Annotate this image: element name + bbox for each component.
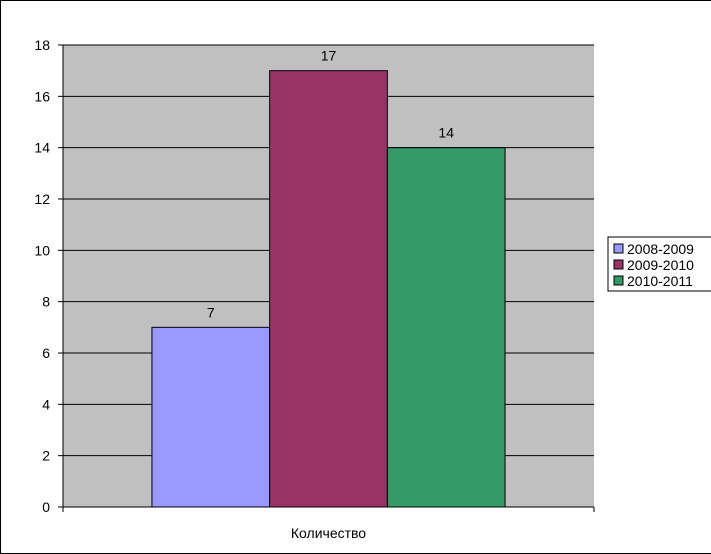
legend-label: 2008-2009 (627, 241, 694, 257)
legend-label: 2010-2011 (627, 273, 693, 289)
y-tick-label: 18 (34, 37, 50, 53)
y-tick-label: 8 (42, 294, 50, 310)
legend-swatch (613, 259, 624, 270)
y-tick-label: 2 (42, 448, 50, 464)
category-label: Количество (291, 525, 366, 541)
y-tick-label: 4 (42, 396, 50, 412)
legend-box (607, 236, 711, 292)
data-label: 17 (321, 48, 337, 64)
y-tick-label: 16 (34, 88, 50, 104)
legend-swatch (613, 243, 624, 254)
legend-label: 2009-2010 (627, 257, 694, 273)
bar-2010-2011 (386, 147, 506, 508)
y-tick-label: 10 (34, 242, 50, 258)
data-label: 14 (438, 125, 454, 141)
y-tick-label: 0 (42, 499, 50, 515)
bar-2009-2010 (269, 70, 388, 508)
y-tick-label: 6 (42, 345, 50, 361)
legend-swatch (613, 275, 624, 286)
y-tick-label: 14 (34, 140, 50, 156)
bar-2008-2009 (151, 326, 271, 508)
y-tick-label: 12 (34, 191, 50, 207)
data-label: 7 (207, 304, 215, 320)
